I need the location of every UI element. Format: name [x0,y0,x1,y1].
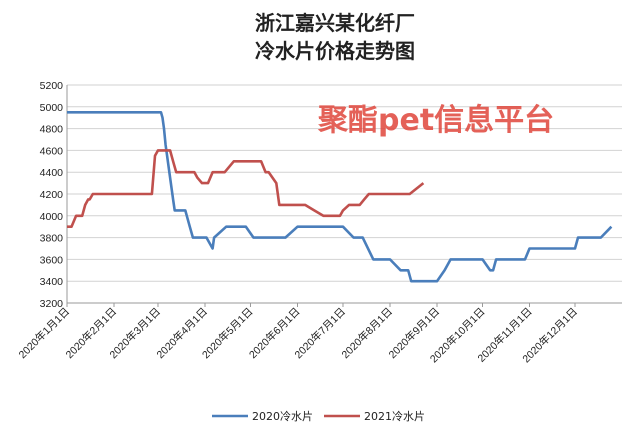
y-tick-label: 4800 [40,124,64,136]
watermark: 聚酯pet信息平台 [317,103,554,138]
y-tick-label: 3400 [40,276,64,288]
grid [67,84,622,304]
y-tick-label: 3200 [40,298,64,310]
legend-label-2020: 2020冷水片 [252,410,313,423]
y-tick-label: 5000 [40,102,64,114]
series-lines [67,111,613,283]
y-tick-label: 4400 [40,167,64,179]
y-axis: 3200 3400 3600 3800 4000 4200 4400 4600 4800 5000… [40,80,622,310]
y-tick-label: 3800 [40,233,64,245]
series-line-0 [67,111,613,283]
y-tick-label: 4200 [40,189,64,201]
chart-title-line-1: 浙江嘉兴某化纤厂 [255,11,415,35]
y-tick-label: 5200 [40,80,64,92]
chart-title-line-2: 冷水片价格走势图 [255,39,415,63]
y-tick-label: 4000 [40,211,64,223]
legend: 2020冷水片 2021冷水片 [212,410,425,423]
y-tick-label: 3600 [40,254,64,266]
legend-label-2021: 2021冷水片 [364,410,425,423]
y-tick-label: 4600 [40,145,64,157]
x-axis: 2020年1月1日2020年2月1日2020年3月1日2020年4月1日2020… [16,303,580,365]
series-line-1 [67,149,425,228]
